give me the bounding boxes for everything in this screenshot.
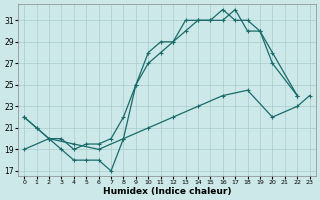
X-axis label: Humidex (Indice chaleur): Humidex (Indice chaleur) bbox=[103, 187, 231, 196]
